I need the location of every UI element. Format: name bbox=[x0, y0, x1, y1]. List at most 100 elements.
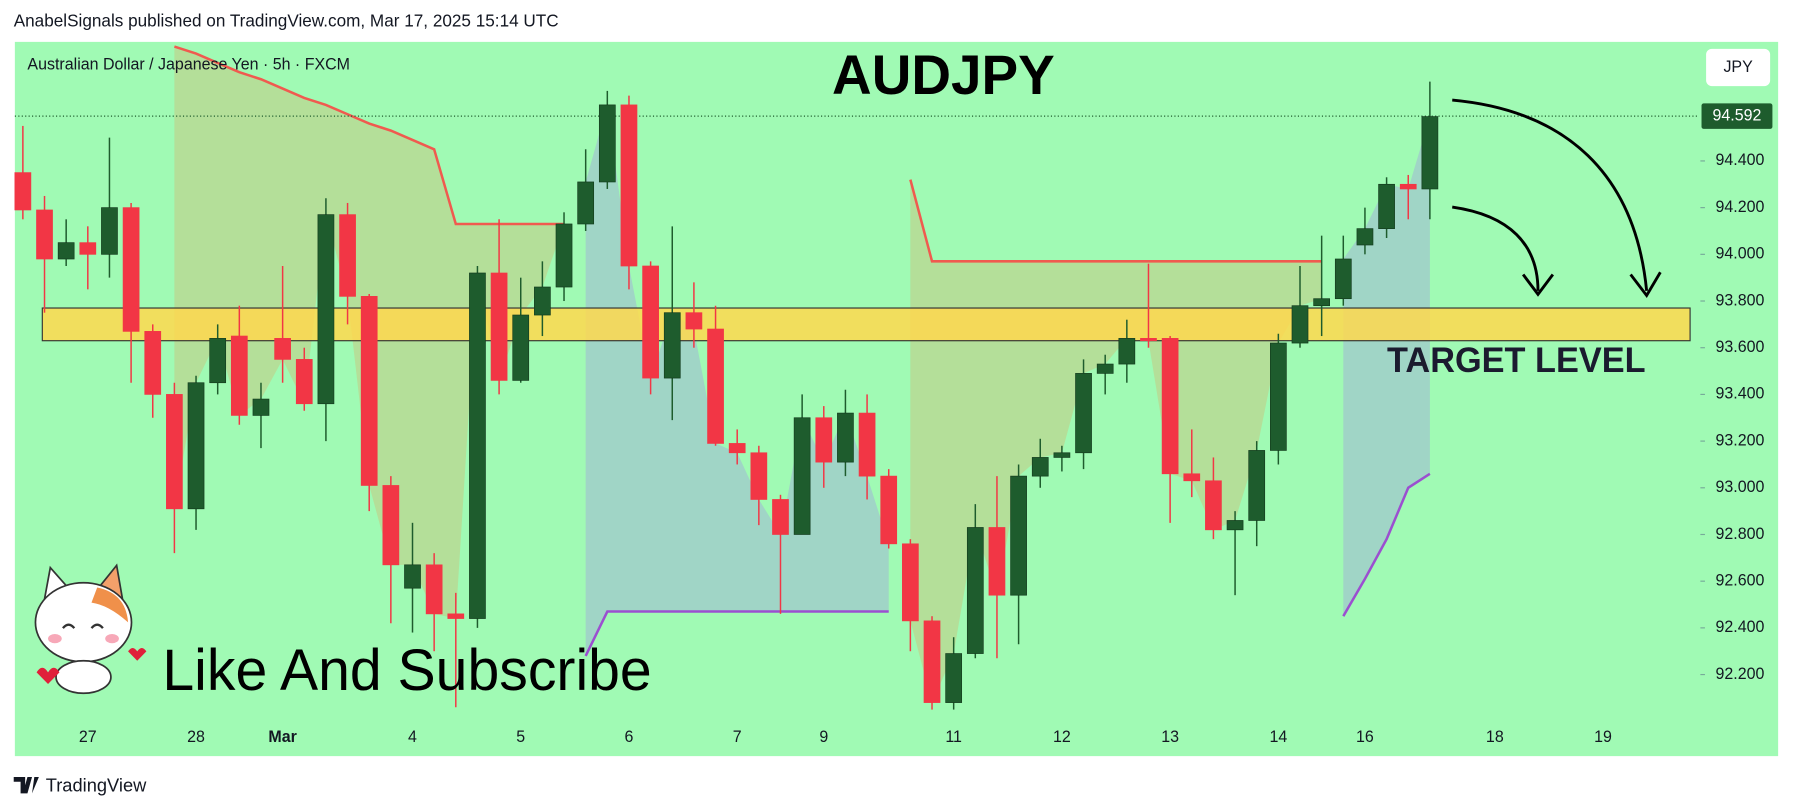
candle-body bbox=[1118, 338, 1136, 365]
candle-body bbox=[945, 653, 963, 703]
x-tick-label: 18 bbox=[1486, 728, 1504, 746]
candle-body bbox=[122, 207, 140, 332]
candle-body bbox=[620, 104, 638, 267]
candle-body bbox=[685, 312, 703, 330]
currency-box[interactable] bbox=[1706, 48, 1771, 87]
annotation: Like And Subscribe bbox=[162, 639, 651, 704]
candle-body bbox=[1399, 183, 1417, 190]
x-tick-label: 5 bbox=[516, 728, 525, 746]
x-tick-label: 7 bbox=[733, 728, 742, 746]
candle-body bbox=[1053, 452, 1071, 458]
y-tick-label: 93.800 bbox=[1716, 291, 1765, 309]
candle-body bbox=[1270, 342, 1287, 451]
candle-body bbox=[274, 338, 291, 360]
x-tick-label: 28 bbox=[187, 728, 205, 746]
x-tick-label: 9 bbox=[819, 728, 828, 746]
candle-body bbox=[339, 214, 356, 297]
candle-body bbox=[1248, 450, 1266, 521]
candle-body bbox=[815, 417, 833, 463]
candle-body bbox=[1334, 258, 1352, 300]
footer-brand: TradingView bbox=[46, 774, 147, 795]
x-tick-label: 11 bbox=[945, 728, 962, 746]
y-tick-label: 92.600 bbox=[1716, 571, 1765, 589]
candle-body bbox=[1421, 116, 1439, 190]
candle-body bbox=[750, 452, 768, 500]
candle-body bbox=[490, 272, 508, 381]
target-zone bbox=[41, 307, 1691, 342]
x-tick-label: 13 bbox=[1161, 728, 1179, 746]
candle-body bbox=[404, 564, 421, 589]
candle-body bbox=[144, 331, 162, 395]
candle-body bbox=[230, 335, 248, 416]
publish-header: AnabelSignals published on TradingView.c… bbox=[14, 11, 559, 31]
candle-body bbox=[728, 443, 746, 454]
candle-body bbox=[101, 207, 118, 255]
candle-body bbox=[598, 104, 616, 183]
candle-body bbox=[1313, 298, 1330, 307]
candle-body bbox=[858, 412, 876, 477]
plot-area bbox=[14, 45, 1705, 710]
candle-body bbox=[360, 296, 378, 486]
cat-mascot bbox=[34, 563, 147, 695]
candle-body bbox=[1096, 363, 1114, 374]
y-tick-label: 92.400 bbox=[1716, 618, 1765, 636]
target-label: TARGET LEVEL bbox=[1387, 342, 1646, 380]
candle-body bbox=[57, 242, 75, 260]
candle-body bbox=[79, 242, 97, 255]
candle-body bbox=[1031, 457, 1049, 477]
y-tick-label: 93.200 bbox=[1716, 431, 1765, 449]
candle-body bbox=[382, 485, 400, 566]
arrowhead bbox=[1521, 273, 1555, 297]
x-tick-label: 12 bbox=[1053, 728, 1071, 746]
last-price-box bbox=[1701, 103, 1773, 129]
candle-body bbox=[1356, 228, 1374, 246]
currency-label[interactable]: JPY bbox=[1723, 58, 1753, 76]
candle-body bbox=[1010, 475, 1027, 596]
arrow bbox=[1452, 98, 1649, 291]
y-tick-label: 93.000 bbox=[1716, 478, 1765, 496]
y-tick-label: 93.600 bbox=[1716, 338, 1765, 356]
candle-body bbox=[1161, 338, 1179, 475]
candle-body bbox=[1378, 183, 1395, 229]
candle-body bbox=[1226, 520, 1244, 531]
x-tick-label: 6 bbox=[625, 728, 634, 746]
x-tick-label: 16 bbox=[1356, 728, 1374, 746]
candle-body bbox=[14, 172, 32, 211]
candle-body bbox=[1075, 373, 1092, 454]
candle-body bbox=[1291, 305, 1309, 344]
candle-body bbox=[295, 359, 313, 405]
x-tick-label: 4 bbox=[408, 728, 417, 746]
candle-body bbox=[425, 564, 443, 615]
x-tick-label: Mar bbox=[268, 728, 297, 746]
y-tick-label: 94.400 bbox=[1716, 151, 1765, 169]
candle-body bbox=[1140, 338, 1157, 342]
y-tick-label: 94.000 bbox=[1716, 245, 1765, 263]
candle-body bbox=[793, 417, 811, 535]
candle-body bbox=[966, 527, 984, 654]
x-tick-label: 27 bbox=[79, 728, 97, 746]
candle-body bbox=[166, 394, 183, 510]
candle-body bbox=[317, 214, 335, 405]
last-price-label: 94.592 bbox=[1713, 106, 1762, 124]
chart-title: AUDJPY bbox=[832, 43, 1055, 106]
candle-body bbox=[663, 312, 681, 379]
candle-body bbox=[923, 620, 941, 703]
candle-body bbox=[447, 613, 465, 619]
candle-body bbox=[1205, 480, 1222, 531]
candle-body bbox=[1183, 473, 1201, 482]
arrowhead bbox=[1629, 271, 1662, 299]
x-tick-label: 19 bbox=[1594, 728, 1612, 746]
candle-body bbox=[772, 499, 789, 535]
candle-body bbox=[880, 475, 898, 545]
candle-body bbox=[555, 223, 573, 288]
candle-body bbox=[707, 328, 724, 444]
x-tick-label: 14 bbox=[1269, 728, 1287, 746]
candle-body bbox=[837, 412, 854, 463]
indicator-line bbox=[584, 610, 889, 657]
candle-body bbox=[577, 181, 595, 225]
trend-fill bbox=[585, 104, 889, 656]
arrow bbox=[1452, 205, 1540, 291]
candle-body bbox=[534, 286, 551, 316]
candle-body bbox=[902, 543, 919, 622]
